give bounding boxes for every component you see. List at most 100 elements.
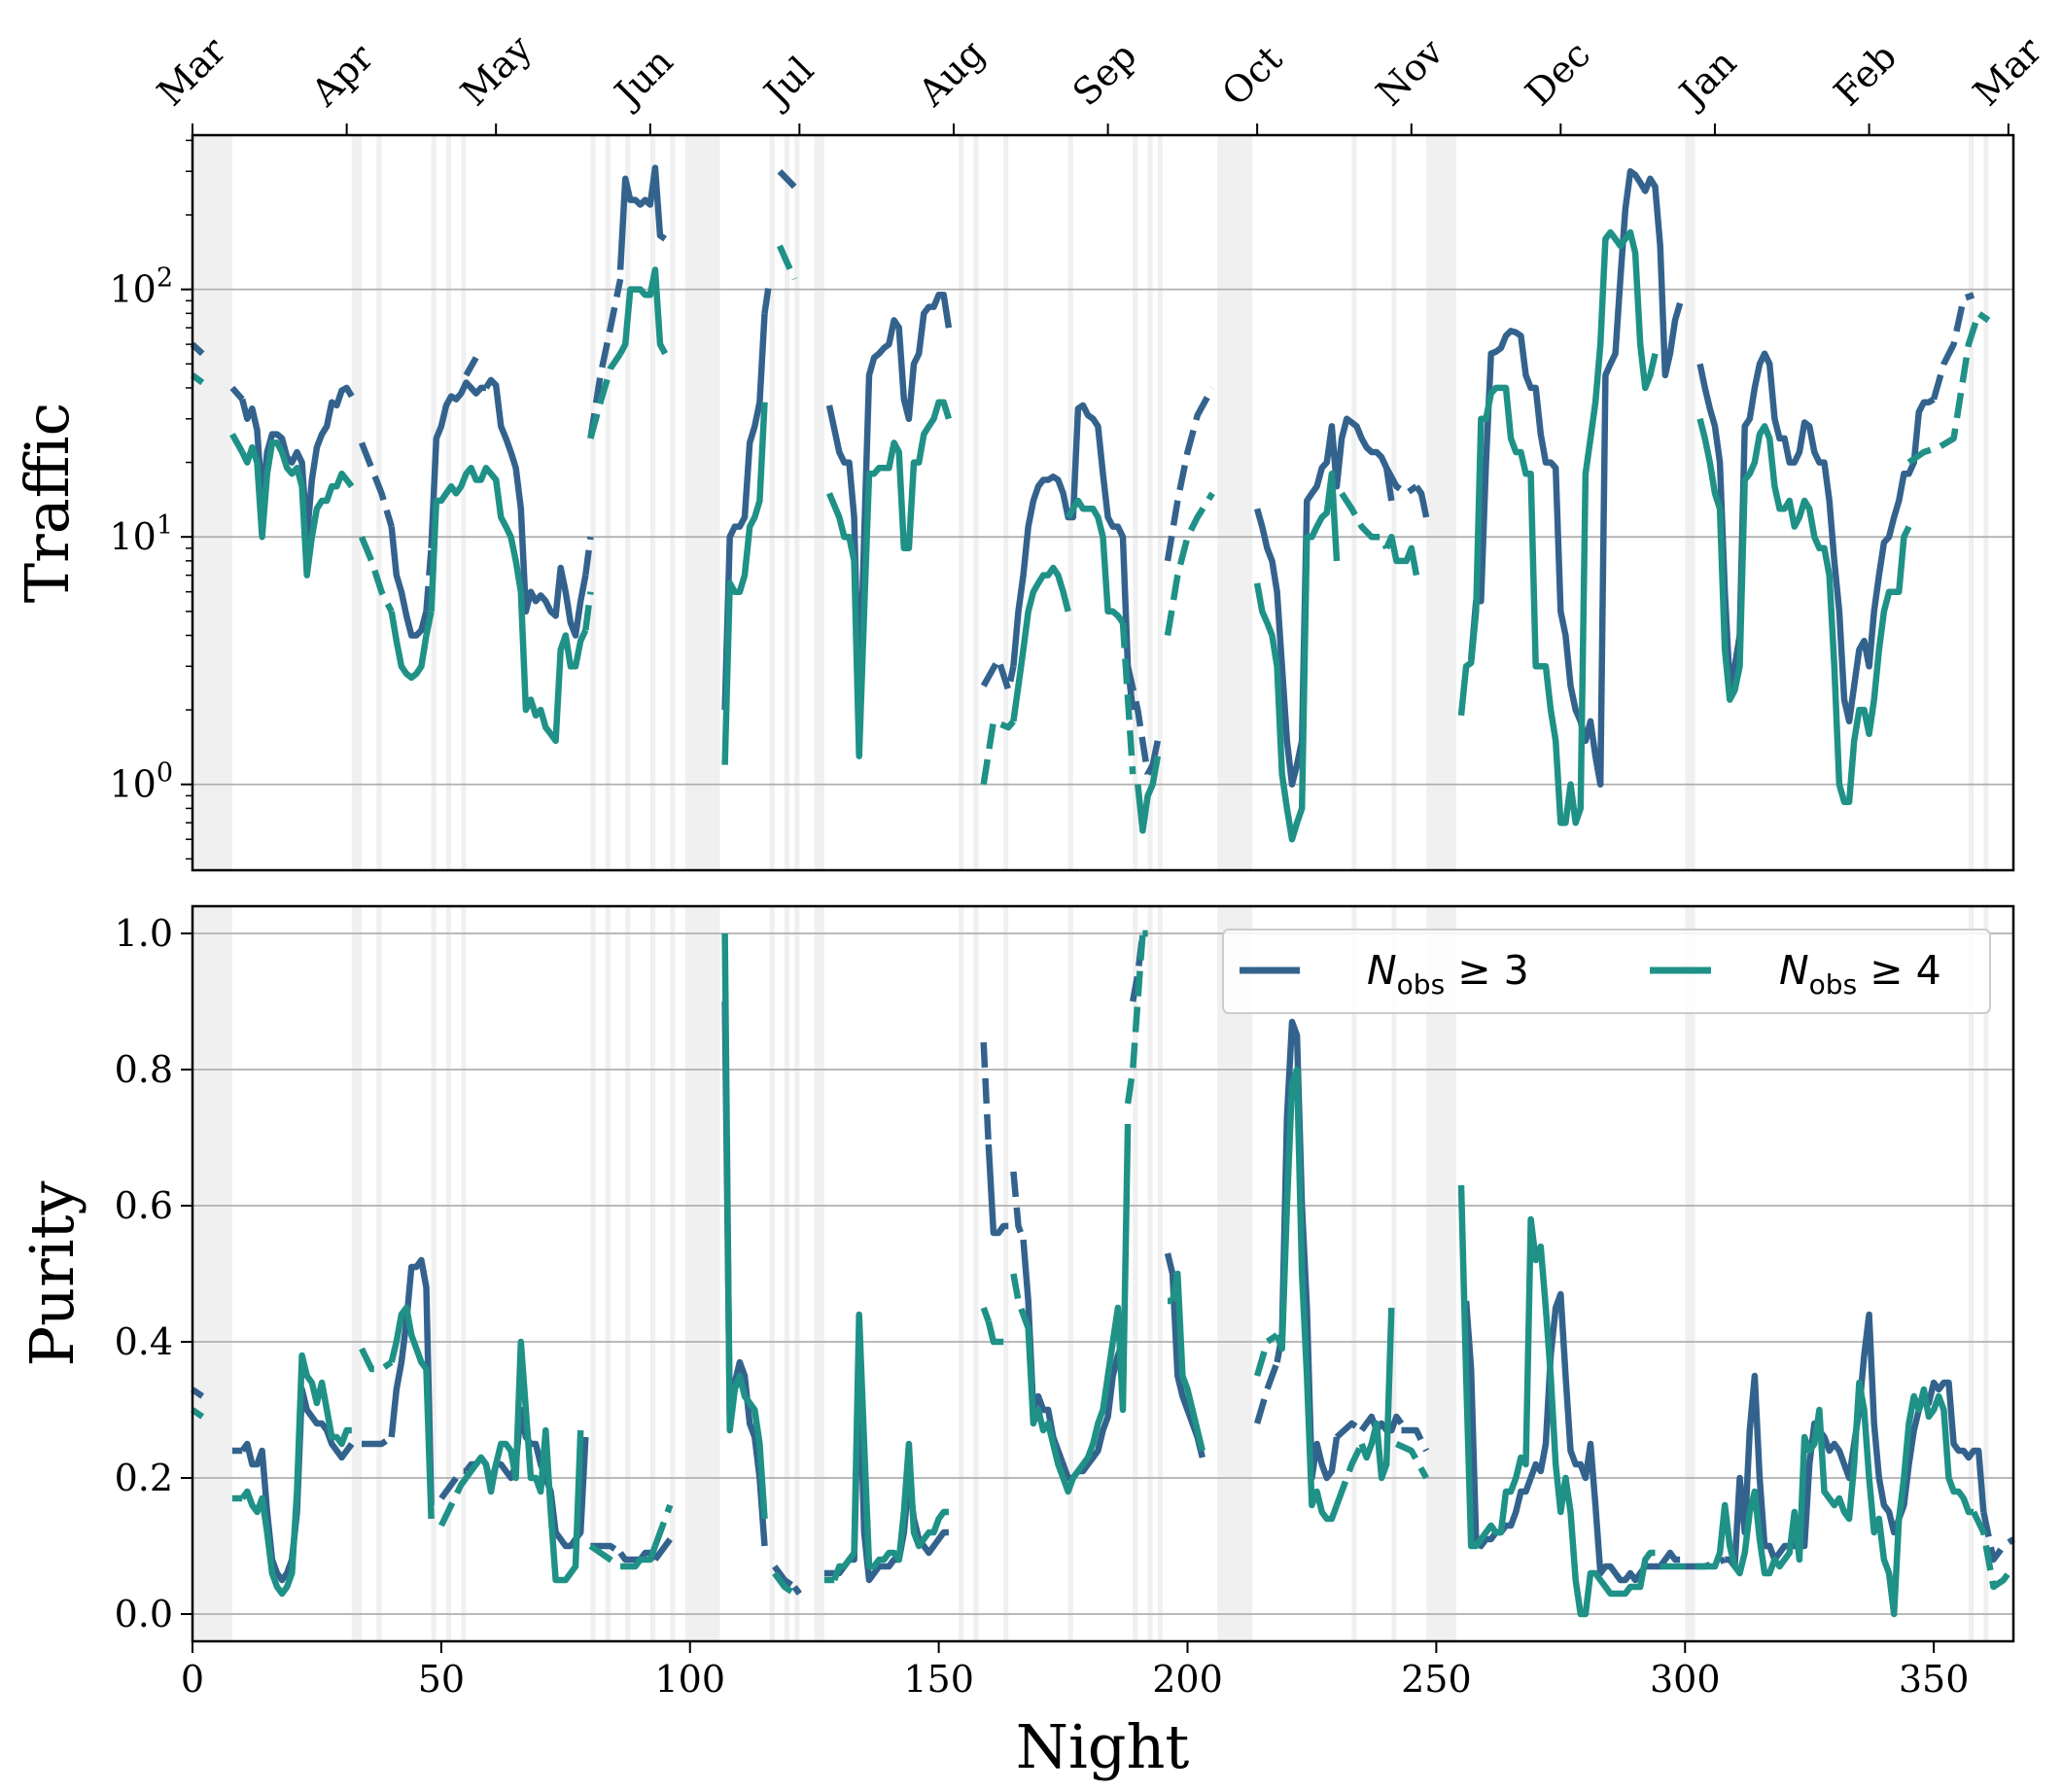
series-nobs4-segment: [1065, 497, 1126, 625]
series-nobs3-segment: [616, 164, 667, 270]
month-tick-label: Sep: [1065, 34, 1145, 115]
series-nobs4-segment: [1169, 1270, 1206, 1452]
series-nobs4-segment: [772, 1571, 797, 1597]
series-nobs4-segment: [239, 1352, 352, 1598]
shaded-night-band: [1426, 906, 1456, 1641]
legend: Nobs ≥ 3 Nobs ≥ 4: [1222, 929, 1991, 1014]
night-x-tick-label: 0: [181, 1658, 204, 1701]
shaded-night-band: [625, 906, 631, 1641]
series-nobs4-segment: [1457, 228, 1659, 826]
series-nobs3-segment: [985, 1143, 1009, 1237]
shaded-night-band: [1133, 906, 1138, 1641]
series-nobs4-segment: [1119, 622, 1136, 775]
month-tick-label: Dec: [1518, 33, 1599, 115]
shaded-night-band: [445, 135, 452, 870]
shaded-night-band: [814, 135, 824, 870]
purity-y-ticks: 0.0 0.2 0.4 0.6 0.8 1.0: [115, 912, 192, 1635]
month-tick-label: Feb: [1826, 35, 1905, 114]
series-nobs3-segment: [1144, 740, 1161, 776]
purity-axes-frame: [191, 904, 2015, 1643]
legend-label-nobs3: Nobs ≥ 3: [1367, 947, 1529, 1001]
shaded-night-band: [784, 135, 790, 870]
series-nobs3-segment: [1010, 402, 1136, 711]
series-nobs4-segment: [985, 1320, 1004, 1346]
traffic-series-lines: [190, 164, 1991, 843]
series-nobs3-segment: [1253, 415, 1395, 788]
series-nobs4-segment: [239, 439, 355, 579]
series-nobs3-segment: [388, 526, 430, 639]
shaded-night-band: [590, 906, 596, 1641]
month-tick-label: Jan: [1668, 41, 1744, 117]
series-nobs4-segment: [1274, 1066, 1341, 1523]
purity-y-tick-label: 0.6: [115, 1184, 173, 1227]
shaded-night-band: [684, 906, 720, 1641]
series-nobs4-segment: [721, 932, 768, 1520]
series-nobs3-segment: [1334, 1420, 1364, 1440]
month-tick-label: Oct: [1213, 37, 1290, 114]
shaded-night-band: [794, 906, 800, 1641]
month-tick-label: Aug: [910, 31, 994, 115]
series-nobs3-segment: [1164, 1252, 1176, 1275]
series-nobs4-segment: [1135, 755, 1162, 834]
series-nobs4-segment: [980, 1306, 992, 1323]
series-nobs4-segment: [588, 1543, 622, 1569]
purity-shaded-nights: [192, 906, 1989, 1641]
series-nobs3-segment: [1358, 1413, 1405, 1434]
series-nobs4-segment: [191, 372, 205, 386]
series-nobs3-segment: [652, 1537, 673, 1562]
shaded-night-band: [1968, 135, 1975, 870]
series-nobs4-segment: [1971, 1510, 2016, 1591]
series-nobs4-segment: [437, 1476, 470, 1528]
series-nobs3-segment: [388, 1256, 435, 1506]
series-nobs3-segment: [777, 168, 797, 190]
shaded-night-band: [1351, 135, 1357, 870]
shaded-night-band: [605, 135, 611, 870]
series-nobs3-segment: [1414, 484, 1430, 518]
shaded-night-band: [649, 906, 655, 1641]
month-tick-label: Jun: [604, 40, 681, 117]
series-nobs4-segment: [1457, 1184, 1656, 1618]
series-nobs3-segment: [761, 278, 773, 314]
series-nobs4-segment: [428, 464, 589, 745]
shaded-night-band: [1217, 135, 1253, 870]
series-nobs4-segment: [423, 611, 435, 637]
series-nobs3-segment: [1401, 1426, 1430, 1453]
purity-series-lines: [191, 930, 2016, 1618]
series-nobs3-segment: [834, 1352, 949, 1584]
shaded-night-band: [973, 906, 979, 1641]
shaded-night-band: [769, 135, 775, 870]
legend-box: [1222, 929, 1991, 1014]
night-x-tick-label: 150: [903, 1658, 974, 1701]
series-nobs3-segment: [1164, 386, 1215, 562]
series-nobs4-segment: [1253, 470, 1341, 843]
shaded-night-band: [351, 906, 362, 1641]
series-nobs4-segment: [1010, 1273, 1027, 1317]
shaded-night-band: [1067, 906, 1073, 1641]
traffic-shaded-nights: [192, 135, 1989, 870]
legend-label-nobs4: Nobs ≥ 4: [1779, 947, 1941, 1001]
purity-y-tick-label: 0.8: [115, 1048, 173, 1091]
shaded-night-band: [376, 906, 382, 1641]
series-nobs4-segment: [617, 266, 669, 356]
shaded-night-band: [769, 906, 775, 1641]
series-nobs4-segment: [651, 1503, 674, 1548]
series-nobs4-segment: [587, 351, 623, 439]
shaded-night-band: [684, 135, 720, 870]
series-nobs3-segment: [1383, 466, 1418, 497]
shaded-night-band: [794, 135, 800, 870]
series-nobs3-segment: [582, 536, 594, 577]
series-nobs3-segment: [463, 356, 479, 377]
traffic-panel: 100 101 102 Mar Apr May Jun Jul Aug Sep Oct Nov Dec…: [12, 26, 2050, 872]
night-x-tick-label: 200: [1152, 1658, 1223, 1701]
series-nobs4-segment: [1906, 310, 1991, 466]
series-nobs3-segment: [362, 1434, 394, 1448]
shaded-night-band: [1391, 135, 1397, 870]
night-x-tick-label: 100: [654, 1658, 725, 1701]
series-nobs4-segment: [358, 535, 395, 614]
shaded-night-band: [1217, 906, 1253, 1641]
series-nobs3-segment: [1980, 1511, 2015, 1564]
purity-y-tick-label: 0.2: [115, 1457, 173, 1499]
shaded-night-band: [1983, 135, 1989, 870]
purity-panel: 0.0 0.2 0.4 0.6 0.8 1.0 0 50 100 150 200 250 300 350…: [17, 904, 2016, 1782]
series-nobs3-segment: [980, 655, 1017, 694]
